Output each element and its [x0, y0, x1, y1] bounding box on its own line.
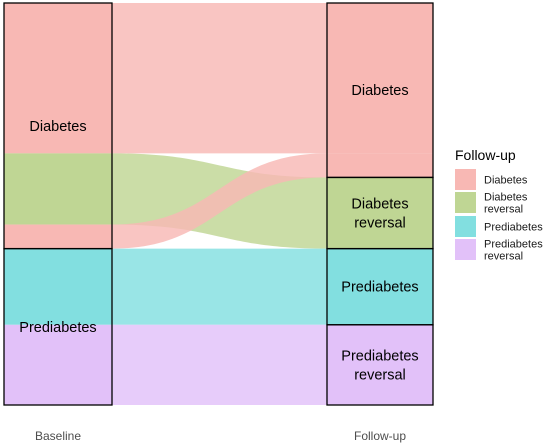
- stratum-fill-right-1: [327, 3, 433, 154]
- stratum-fill-right-3: [327, 153, 433, 178]
- legend-label-prediabetes-reversal-line-1: Prediabetes: [484, 239, 543, 251]
- axis-label-follow-up: Follow-up: [354, 429, 406, 443]
- legend-key-diabetes-reversal: [455, 192, 476, 213]
- stratum-fill-left-1: [4, 3, 112, 154]
- axis-labels: Baseline Follow-up: [35, 429, 406, 443]
- stratum-box-left-prediabetes: [3, 247, 113, 406]
- stratum-label-right-diabetes-reversal-line-2: reversal: [354, 216, 406, 232]
- flow-prediabetes-to-prediabetes-4: [112, 248, 327, 325]
- legend-label-prediabetes-line-1: Prediabetes: [484, 222, 543, 234]
- stratum-label-left-prediabetes-line-1: Prediabetes: [19, 320, 96, 336]
- flow-diabetes-to-diabetes-1: [112, 3, 327, 154]
- legend-label-diabetes-reversal-line-2: reversal: [484, 204, 523, 216]
- stratum-fill-left-3: [4, 224, 112, 249]
- stratum-label-right-diabetes-reversal-line-1: Diabetes: [351, 197, 408, 213]
- stratum-label-right-prediabetes-reversal-line-1: Prediabetes: [341, 348, 418, 364]
- flows-layer: [4, 3, 433, 405]
- axis-label-baseline: Baseline: [35, 429, 81, 443]
- stratum-fill-right-2: [327, 177, 433, 249]
- strata-layer: Diabetes Prediabetes Diabetes Diabetes rever…: [3, 2, 434, 406]
- stratum-fill-left-2: [4, 153, 112, 225]
- legend-key-diabetes: [455, 169, 476, 190]
- stratum-label-left-diabetes-line-1: Diabetes: [29, 119, 86, 135]
- stratum-label-right-prediabetes-reversal-line-2: reversal: [354, 367, 406, 383]
- stratum-label-right-diabetes-line-1: Diabetes: [351, 83, 408, 99]
- stratum-fill-left-4: [4, 248, 112, 325]
- flow-prediabetes-to-prediabetes-reversal-5: [112, 324, 327, 405]
- stratum-fill-right-4: [327, 248, 433, 325]
- legend-label-prediabetes-reversal-line-2: reversal: [484, 251, 523, 263]
- legend-title: Follow-up: [455, 147, 516, 163]
- flow-diabetes-to-diabetes-3: [112, 153, 327, 249]
- legend-label-diabetes-line-1: Diabetes: [484, 175, 528, 187]
- stratum-box-right-prediabetes-reversal: [326, 324, 434, 406]
- legend-key-prediabetes: [455, 216, 476, 237]
- stratum-fill-right-5: [327, 324, 433, 405]
- legend: Follow-upDiabetesDiabetesreversalPrediab…: [455, 147, 543, 263]
- stratum-fill-left-5: [4, 324, 112, 405]
- stratum-label-right-prediabetes-line-1: Prediabetes: [341, 280, 418, 296]
- legend-label-diabetes-reversal-line-1: Diabetes: [484, 192, 528, 204]
- legend-key-prediabetes-reversal: [455, 239, 476, 260]
